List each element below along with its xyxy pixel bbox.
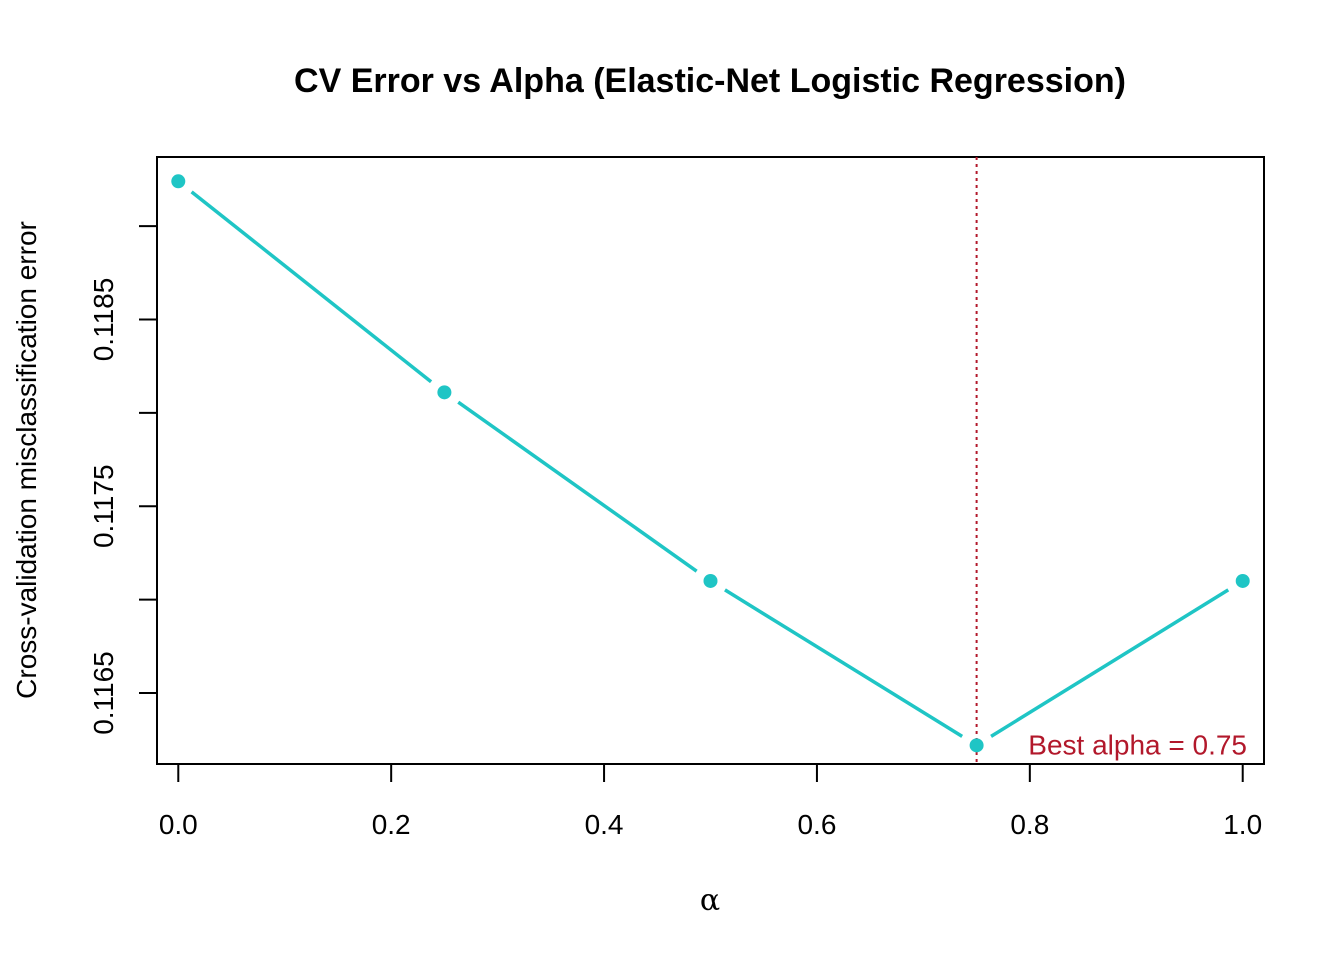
data-point xyxy=(703,573,718,588)
x-tick-label: 0.8 xyxy=(1010,809,1049,840)
data-point xyxy=(969,738,984,753)
series-line-segment xyxy=(190,190,433,384)
y-axis: 0.1165 0.1175 0.1185 xyxy=(88,225,158,735)
x-tick-label: 1.0 xyxy=(1223,809,1262,840)
x-axis: 0.0 0.2 0.4 0.6 0.8 1.0 xyxy=(159,763,1262,840)
y-tick-label: 0.1175 xyxy=(88,464,119,548)
series-line-segment xyxy=(724,588,964,738)
x-tick-label: 0.0 xyxy=(159,809,198,840)
series-line-segment xyxy=(457,400,698,573)
x-tick-label: 0.6 xyxy=(797,809,836,840)
x-axis-title: α xyxy=(700,883,720,918)
data-point xyxy=(437,385,452,400)
data-point xyxy=(1235,573,1250,588)
series-line-segment xyxy=(990,588,1230,738)
x-tick-label: 0.2 xyxy=(372,809,411,840)
y-tick-label: 0.1165 xyxy=(88,651,119,735)
best-alpha-annotation: Best alpha = 0.75 xyxy=(1028,729,1247,760)
plot-frame xyxy=(156,156,1265,765)
chart-title: CV Error vs Alpha (Elastic-Net Logistic … xyxy=(294,62,1126,100)
y-tick-label: 0.1185 xyxy=(88,278,119,362)
series-group xyxy=(171,174,1250,753)
x-tick-label: 0.4 xyxy=(585,809,624,840)
y-axis-title: Cross-validation misclassification error xyxy=(11,221,42,699)
data-point xyxy=(171,174,186,189)
